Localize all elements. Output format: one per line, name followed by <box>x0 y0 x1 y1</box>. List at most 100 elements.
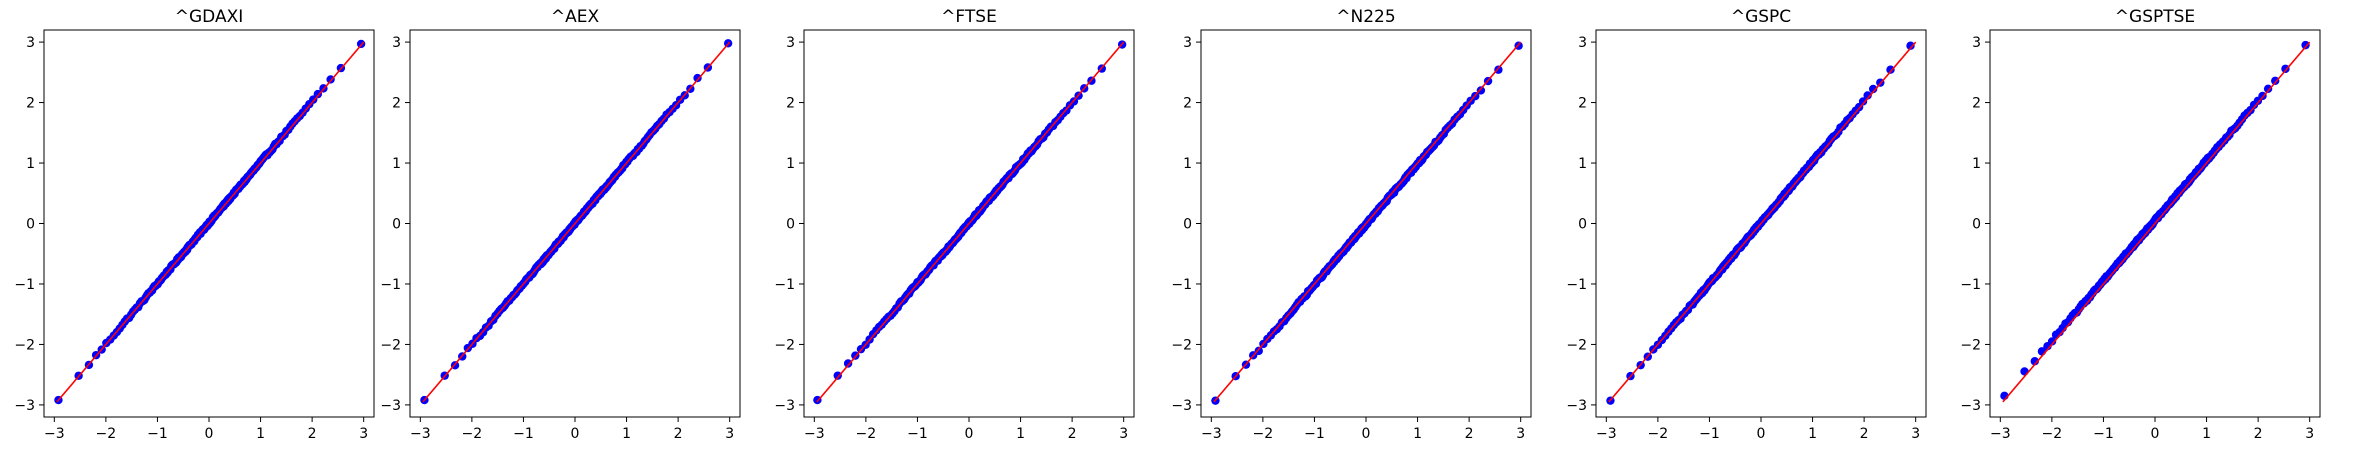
panel-title: ^GSPTSE <box>2115 7 2195 27</box>
y-tick-label: −1 <box>380 277 401 293</box>
y-tick-label: 3 <box>26 35 35 51</box>
y-tick-label: 2 <box>1183 96 1192 112</box>
qq-point <box>2030 357 2039 366</box>
x-tick-label: 2 <box>308 426 317 442</box>
x-tick-label: 1 <box>2202 426 2211 442</box>
axes-frame <box>409 29 741 418</box>
panel-title: ^GSPC <box>1731 7 1791 27</box>
x-tick-label: 3 <box>1119 426 1128 442</box>
x-tick-label: 1 <box>622 426 631 442</box>
qq-point <box>313 89 323 99</box>
panel-title: ^N225 <box>1336 7 1395 27</box>
x-tick-label: −2 <box>96 426 117 442</box>
qq-point <box>2301 40 2310 50</box>
y-tick-label: −3 <box>1960 398 1981 414</box>
y-tick-label: −2 <box>1960 337 1981 353</box>
x-tick-label: −2 <box>1253 426 1274 442</box>
y-tick-label: −3 <box>774 398 795 414</box>
qq-point <box>1906 41 1915 50</box>
axes-frame <box>803 29 1135 418</box>
y-tick-label: 2 <box>1578 96 1587 112</box>
y-tick-label: 0 <box>786 217 795 233</box>
qq-point <box>843 359 853 368</box>
qq-point <box>1476 86 1486 95</box>
qq-point <box>1863 91 1872 100</box>
x-tick-label: 3 <box>359 426 368 442</box>
qq-point <box>1868 84 1878 94</box>
y-tick-label: 1 <box>1183 156 1192 172</box>
y-tick-label: 1 <box>1578 156 1587 172</box>
qq-point <box>693 73 702 83</box>
qq-point <box>2281 64 2290 73</box>
reference-line <box>422 41 731 403</box>
panel-title: ^GDAXI <box>175 7 244 27</box>
y-tick-label: −2 <box>14 337 35 353</box>
qq-point <box>1254 346 1263 356</box>
qq-points <box>2000 40 2310 401</box>
x-tick-label: 0 <box>965 426 974 442</box>
x-tick-label: −1 <box>513 426 534 442</box>
y-tick-label: 0 <box>1183 217 1192 233</box>
x-tick-label: 3 <box>725 426 734 442</box>
y-tick-label: 0 <box>392 217 401 233</box>
y-tick-label: 0 <box>1972 217 1981 233</box>
y-tick-label: 3 <box>1578 35 1587 51</box>
x-tick-label: 0 <box>2151 426 2160 442</box>
y-tick-label: 2 <box>786 96 795 112</box>
qq-panel: ^N225 −3 −3 −2 −2 −1 −1 0 0 1 1 2 2 3 3 <box>1171 7 1532 442</box>
y-tick-label: −1 <box>774 277 795 293</box>
axes-frame <box>1595 29 1927 418</box>
y-tick-label: 0 <box>1578 217 1587 233</box>
qq-point <box>2047 337 2057 346</box>
y-tick-label: 3 <box>392 35 401 51</box>
y-tick-label: −3 <box>1171 398 1192 414</box>
x-tick-label: −3 <box>1990 426 2011 442</box>
y-tick-label: 1 <box>786 156 795 172</box>
x-tick-label: 0 <box>205 426 214 442</box>
y-tick-label: 1 <box>26 156 35 172</box>
x-tick-label: −1 <box>2093 426 2114 442</box>
qq-point <box>1886 65 1895 74</box>
x-tick-label: 2 <box>674 426 683 442</box>
x-tick-label: −3 <box>1596 426 1617 442</box>
qq-point <box>2020 367 2029 376</box>
qq-point <box>833 371 842 380</box>
x-tick-label: 0 <box>1757 426 1766 442</box>
x-tick-label: 3 <box>1516 426 1525 442</box>
y-tick-label: −1 <box>1566 277 1587 293</box>
qq-panel: ^FTSE −3 −3 −2 −2 −1 −1 0 0 1 1 2 2 3 3 <box>774 7 1135 442</box>
y-tick-label: −2 <box>774 337 795 353</box>
x-tick-label: 2 <box>2254 426 2263 442</box>
axes-frame <box>1200 29 1532 418</box>
y-tick-label: −2 <box>1171 337 1192 353</box>
x-tick-label: −3 <box>1201 426 1222 442</box>
x-tick-label: −1 <box>1304 426 1325 442</box>
panel-title: ^AEX <box>551 7 600 27</box>
x-tick-label: 2 <box>1860 426 1869 442</box>
panel-title: ^FTSE <box>941 7 997 27</box>
reference-line <box>1213 41 1522 403</box>
x-tick-label: −2 <box>462 426 483 442</box>
x-tick-label: −3 <box>44 426 65 442</box>
x-tick-label: −1 <box>1699 426 1720 442</box>
x-tick-label: −3 <box>410 426 431 442</box>
y-tick-label: −3 <box>1566 398 1587 414</box>
x-tick-label: 0 <box>1362 426 1371 442</box>
x-tick-label: −2 <box>856 426 877 442</box>
x-tick-label: 1 <box>256 426 265 442</box>
y-tick-label: −1 <box>1171 277 1192 293</box>
y-tick-label: 1 <box>1972 156 1981 172</box>
y-tick-label: 1 <box>392 156 401 172</box>
x-tick-label: 3 <box>2305 426 2314 442</box>
y-tick-label: −2 <box>380 337 401 353</box>
reference-line <box>56 41 365 403</box>
y-tick-label: −2 <box>1566 337 1587 353</box>
y-tick-label: 3 <box>1183 35 1192 51</box>
reference-line <box>816 41 1125 403</box>
x-tick-label: −2 <box>2042 426 2063 442</box>
y-tick-label: 3 <box>1972 35 1981 51</box>
x-tick-label: 1 <box>1808 426 1817 442</box>
y-tick-label: −3 <box>380 398 401 414</box>
x-tick-label: 2 <box>1068 426 1077 442</box>
x-tick-label: −1 <box>907 426 928 442</box>
